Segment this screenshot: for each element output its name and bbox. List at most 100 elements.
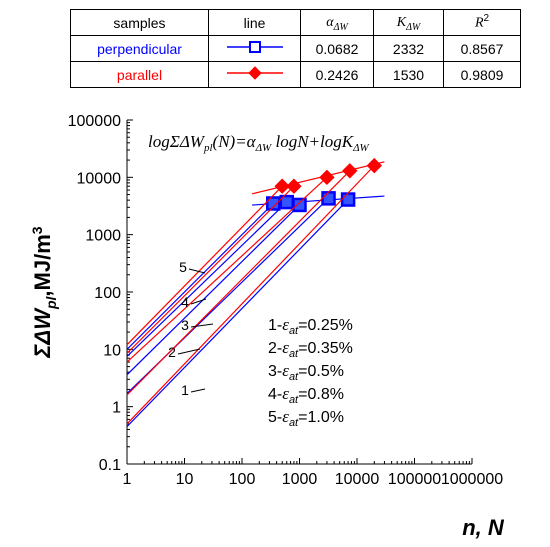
accumulation-line-parallel-3 [126, 176, 328, 363]
line-diamond-marker-icon [226, 66, 283, 80]
strain-index: 1- [268, 317, 282, 334]
curve-label-leader-2 [177, 348, 201, 355]
y-tick-label-4: 1000 [85, 228, 121, 245]
strain-sub: at [289, 417, 299, 429]
strain-value: =1.0% [298, 409, 344, 426]
accumulation-line-perpendicular-3 [126, 204, 300, 376]
accumulation-line-perpendicular-4 [126, 201, 288, 357]
point-parallel-0 [274, 178, 290, 194]
strain-value: =0.35% [298, 340, 353, 357]
strain-legend-1: 1-εat=0.25% [268, 315, 353, 337]
strain-index: 2- [268, 340, 282, 357]
strain-sub: at [289, 348, 299, 360]
header-k-sub: ΔW [406, 21, 421, 33]
equation-part: pl [203, 142, 213, 154]
header-k-symbol: K [396, 14, 407, 30]
accumulation-line-perpendicular-5 [126, 203, 274, 350]
equation-part: (N)=α [213, 132, 257, 151]
accumulation-line-parallel-2 [126, 170, 351, 396]
strain-sub: at [289, 371, 299, 383]
strain-index: 3- [268, 363, 282, 380]
point-perpendicular-3 [321, 191, 336, 206]
curve-label-2: 2 [168, 344, 176, 360]
line-sample-parallel [208, 61, 301, 88]
strain-legend-3: 3-εat=0.5% [268, 361, 344, 383]
fit-line-parallel [251, 161, 385, 195]
y-tick-label-5: 10000 [77, 170, 122, 187]
y-axis-label: ΣΔWpl,MJ/m3 [29, 226, 59, 358]
point-perpendicular-0 [266, 196, 281, 211]
strain-value: =0.8% [298, 386, 344, 403]
point-parallel-2 [319, 169, 335, 186]
curve-label-4: 4 [181, 294, 189, 310]
strain-legend-4: 4-εat=0.8% [268, 384, 344, 406]
header-alpha-symbol: α [326, 14, 334, 30]
equation-part: logΣΔW [148, 132, 206, 151]
strain-index: 5- [268, 409, 282, 426]
accumulation-line-parallel-1 [126, 165, 375, 425]
ylabel-sup: 3 [29, 226, 45, 234]
point-parallel-1 [286, 178, 302, 194]
x-tick-label-4: 10000 [335, 471, 380, 488]
strain-value: =0.25% [298, 317, 353, 334]
strain-epsilon: ε [282, 361, 289, 380]
line-sample-perpendicular [208, 35, 301, 62]
sample-name-perpendicular: perpendicular [70, 35, 209, 62]
header-line: line [208, 9, 301, 36]
ylabel-sub: pl [43, 295, 59, 310]
strain-index: 4- [268, 386, 282, 403]
r2-parallel: 0.9809 [443, 61, 521, 88]
x-tick-label-2: 100 [229, 471, 256, 488]
curve-label-5: 5 [179, 259, 187, 275]
x-tick-label-0: 1 [123, 471, 132, 488]
curve-label-leader-3 [190, 323, 214, 328]
line-square-marker-icon [226, 41, 283, 53]
y-tick-label-1: 1 [112, 400, 121, 417]
x-tick-label-1: 10 [176, 471, 194, 488]
equation: logΣΔWpl(N)=αΔW logN+logKΔW [148, 132, 370, 154]
curve-label-3: 3 [181, 317, 189, 333]
y-tick-label-3: 100 [94, 285, 121, 302]
strain-legend-2: 2-εat=0.35% [268, 338, 353, 360]
curve-label-leader-4 [190, 298, 207, 305]
strain-sub: at [289, 394, 299, 406]
curve-label-leader-5 [188, 268, 206, 274]
x-tick-label-6: 1000000 [441, 471, 503, 488]
point-parallel-3 [342, 163, 358, 179]
header-r2-sup: 2 [483, 13, 490, 25]
k-parallel: 1530 [373, 61, 444, 88]
equation-part: ΔW [352, 142, 369, 154]
equation-part: logN+logK [271, 132, 355, 151]
point-perpendicular-4 [340, 192, 356, 207]
strain-sub: at [289, 325, 299, 337]
strain-epsilon: ε [282, 407, 289, 426]
y-tick-label-0: 0.1 [99, 457, 121, 474]
curve-label-1: 1 [181, 382, 189, 398]
x-axis-label: n, N [462, 515, 505, 540]
x-tick-label-5: 100000 [388, 471, 441, 488]
header-alpha-sub: ΔW [333, 21, 348, 33]
ylabel-part: ,MJ/m [30, 234, 55, 296]
strain-legend-5: 5-εat=1.0% [268, 407, 344, 429]
ylabel-part: ΣΔW [30, 307, 55, 359]
y-tick-label-6: 100000 [68, 113, 121, 130]
sample-name-parallel: parallel [70, 61, 209, 88]
r2-perpendicular: 0.8567 [443, 35, 521, 62]
accumulation-line-parallel-4 [126, 185, 295, 354]
header-samples: samples [70, 9, 209, 36]
header-r2-symbol: R [474, 15, 484, 31]
accumulation-line-parallel-5 [126, 185, 283, 346]
legend-table: samples line αΔW KΔW R2 perpendicular 0.… [70, 9, 521, 88]
accumulation-line-perpendicular-1 [126, 199, 349, 427]
curve-label-leader-1 [190, 388, 206, 393]
strain-epsilon: ε [282, 338, 289, 357]
point-parallel-4 [366, 157, 383, 174]
strain-value: =0.5% [298, 363, 344, 380]
strain-epsilon: ε [282, 384, 289, 403]
point-perpendicular-2 [292, 197, 307, 213]
x-tick-label-3: 1000 [282, 471, 318, 488]
legend-row-parallel: parallel 0.2426 1530 0.9809 [70, 61, 521, 88]
equation-part: ΔW [255, 142, 272, 154]
y-tick-label-2: 10 [103, 342, 121, 359]
